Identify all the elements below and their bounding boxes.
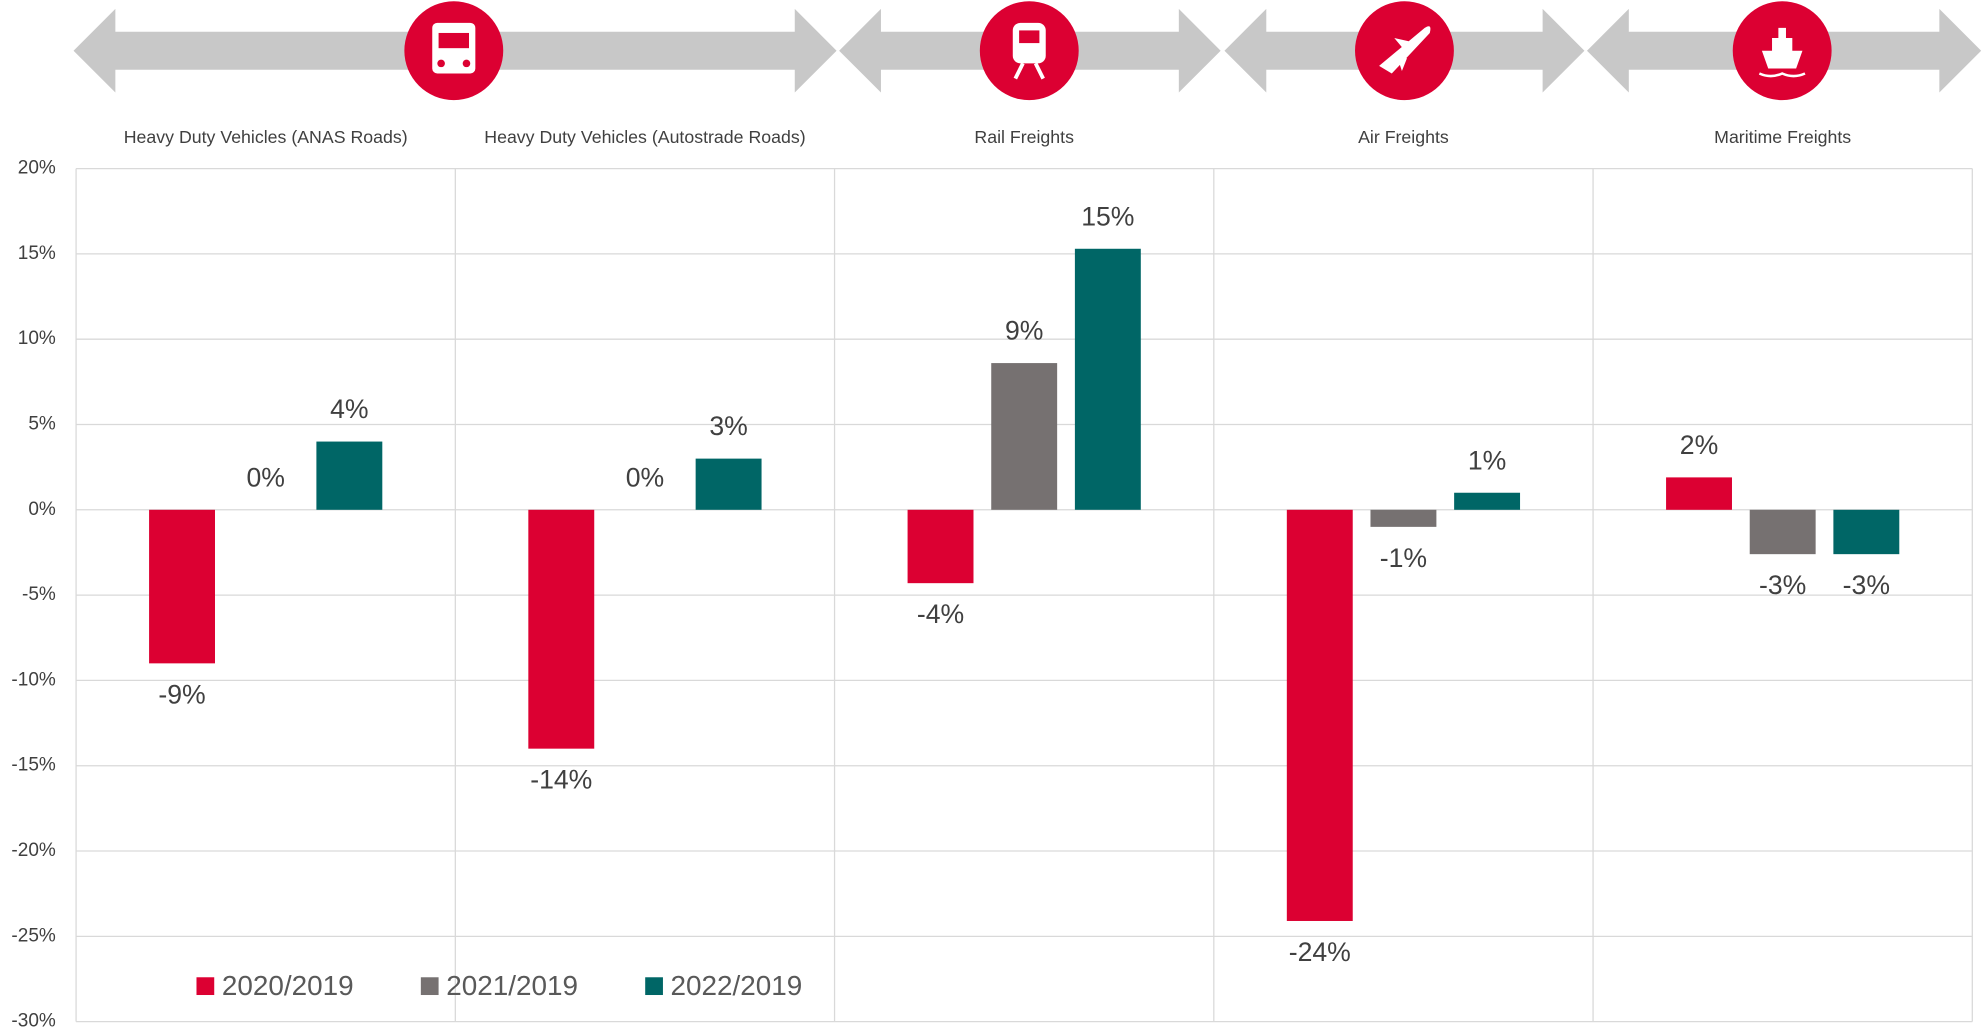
bar (1749, 509, 1816, 555)
y-tick-label: -15% (11, 755, 55, 776)
bar (695, 458, 762, 510)
legend-swatch (645, 977, 663, 996)
legend-swatch (420, 977, 439, 996)
bar (528, 509, 595, 749)
value-label: -4% (917, 599, 964, 629)
y-tick-label: -5% (22, 584, 56, 605)
bar (907, 509, 974, 584)
y-tick-label: -25% (11, 925, 55, 946)
value-label: 2% (1680, 430, 1718, 460)
category-label: Air Freights (1358, 127, 1449, 147)
y-tick-label: -10% (11, 669, 55, 690)
value-label: 15% (1081, 201, 1134, 231)
category-label: Heavy Duty Vehicles (ANAS Roads) (124, 127, 408, 147)
mode-icons (404, 1, 1832, 101)
category-label: Heavy Duty Vehicles (Autostrade Roads) (484, 127, 805, 147)
category-label: Maritime Freights (1714, 127, 1851, 147)
bar (316, 441, 383, 510)
bar (1074, 248, 1141, 510)
legend-label: 2022/2019 (671, 970, 803, 1001)
legend-swatch (196, 977, 215, 996)
value-label: -1% (1380, 543, 1427, 573)
value-label: -24% (1289, 937, 1351, 967)
legend-label: 2020/2019 (222, 970, 354, 1001)
y-tick-label: 15% (18, 243, 56, 264)
value-label: -14% (530, 765, 592, 795)
value-label: 1% (1468, 445, 1506, 475)
value-label: 4% (330, 394, 368, 424)
bar (1666, 477, 1732, 510)
bar (149, 509, 215, 664)
value-label: 0% (626, 462, 664, 492)
y-tick-label: 10% (18, 328, 56, 349)
category-label: Rail Freights (974, 127, 1074, 147)
value-label: 9% (1005, 316, 1043, 346)
value-label: -3% (1843, 570, 1890, 600)
y-tick-label: -30% (11, 1011, 55, 1030)
legend-label: 2021/2019 (446, 970, 578, 1001)
y-tick-label: 0% (28, 499, 56, 520)
bar (1833, 509, 1900, 555)
bar (1454, 492, 1521, 510)
bar (991, 363, 1058, 510)
value-label: -9% (158, 679, 205, 709)
value-label: 0% (246, 462, 284, 492)
value-label: -3% (1759, 570, 1806, 600)
y-tick-label: 20% (18, 158, 56, 179)
y-tick-label: 5% (28, 414, 56, 435)
y-tick-label: -20% (11, 840, 55, 861)
value-label: 3% (709, 411, 747, 441)
bar (1286, 509, 1353, 921)
bar (1370, 509, 1437, 527)
